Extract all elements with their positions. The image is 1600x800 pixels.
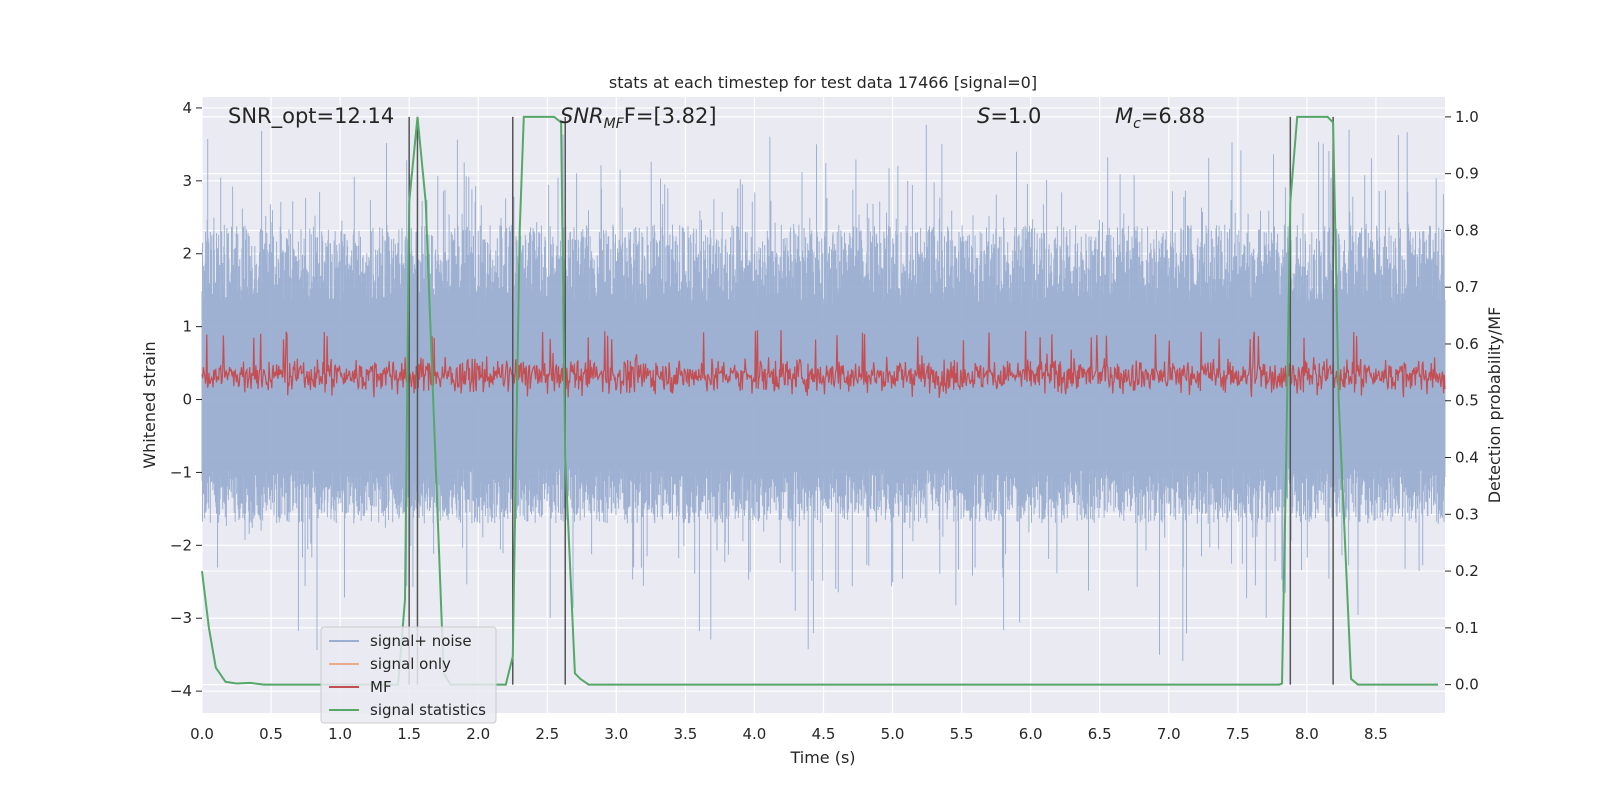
annotation-s: S=1.0 — [977, 104, 1041, 128]
snr-mf-base: SNR — [560, 104, 604, 128]
y2-axis-ticks: 1.0 0.9 0.8 0.7 0.6 0.5 0.4 0.3 0.2 0.1 0.0 — [1445, 108, 1479, 694]
y2-tick-label: 0.4 — [1455, 449, 1479, 467]
snr-mf-rest: F=[3.82] — [624, 104, 717, 128]
y-tick-label: 0 — [182, 391, 192, 409]
signal-statistics-line — [201, 115, 1439, 686]
x-tick-label: 1.5 — [397, 725, 421, 743]
x-axis-ticks: 0.0 0.5 1.0 1.5 2.0 2.5 3.0 3.5 4.0 4.5 5.0 5.5 6.0 6… — [190, 725, 1388, 743]
signal-statistics-trace — [201, 115, 1439, 686]
x-tick-label: 8.5 — [1364, 725, 1388, 743]
legend-label-signal-noise: signal+ noise — [370, 632, 472, 650]
x-tick-label: 4.5 — [812, 725, 836, 743]
annotation-snr-mf: SNRMFF=[3.82] — [560, 104, 717, 132]
chart-title: stats at each timestep for test data 174… — [609, 73, 1037, 92]
x-tick-label: 4.0 — [743, 725, 767, 743]
annotation-snr-opt: SNR_opt=12.14 — [228, 104, 394, 129]
mc-sub: c — [1133, 116, 1141, 132]
y-tick-label: 2 — [182, 245, 192, 263]
x-tick-label: 1.0 — [328, 725, 352, 743]
x-tick-label: 6.5 — [1088, 725, 1112, 743]
s-rest: =1.0 — [990, 104, 1041, 128]
legend-label-signal-statistics: signal statistics — [370, 701, 486, 719]
y2-tick-label: 0.9 — [1455, 165, 1479, 183]
y2-tick-label: 0.8 — [1455, 221, 1479, 239]
legend-label-mf: MF — [370, 678, 392, 696]
x-tick-label: 5.5 — [950, 725, 974, 743]
legend-box — [320, 626, 497, 724]
y2-tick-label: 0.0 — [1455, 676, 1479, 694]
x-tick-label: 0.0 — [190, 725, 214, 743]
x-tick-label: 7.0 — [1157, 725, 1181, 743]
y-tick-label: −1 — [170, 463, 192, 481]
y2-tick-label: 0.6 — [1455, 335, 1479, 353]
y2-tick-label: 0.5 — [1455, 392, 1479, 410]
legend: signal+ noise signal only MF signal stat… — [320, 626, 497, 724]
y-tick-label: 3 — [182, 172, 192, 190]
y-axis-label: Whitened strain — [140, 341, 159, 468]
x-tick-label: 8.0 — [1295, 725, 1319, 743]
y-axis-ticks: 4 3 2 1 0 −1 −2 −3 −4 — [170, 99, 202, 700]
y-tick-label: 4 — [182, 99, 192, 117]
x-tick-label: 0.5 — [259, 725, 283, 743]
y-tick-label: 1 — [182, 318, 192, 336]
legend-label-signal-only: signal only — [370, 655, 451, 673]
mc-rest: =6.88 — [1141, 104, 1205, 128]
x-tick-label: 7.5 — [1226, 725, 1250, 743]
x-tick-label: 2.5 — [535, 725, 559, 743]
y2-tick-label: 0.2 — [1455, 562, 1479, 580]
y-tick-label: −2 — [170, 536, 192, 554]
x-tick-label: 5.0 — [881, 725, 905, 743]
mc-base: M — [1115, 104, 1133, 128]
y-tick-label: −4 — [170, 682, 192, 700]
y2-tick-label: 0.3 — [1455, 505, 1479, 523]
y2-tick-label: 1.0 — [1455, 108, 1479, 126]
s-base: S — [977, 104, 990, 128]
x-tick-label: 3.0 — [604, 725, 628, 743]
snr-mf-sub: MF — [604, 116, 625, 132]
y-tick-label: −3 — [170, 609, 192, 627]
annotation-mc: Mc=6.88 — [1115, 104, 1205, 132]
y2-tick-label: 0.1 — [1455, 619, 1479, 637]
x-tick-label: 2.0 — [466, 725, 490, 743]
x-tick-label: 3.5 — [673, 725, 697, 743]
y2-axis-label: Detection probability/MF — [1485, 307, 1504, 504]
x-axis-label: Time (s) — [789, 748, 855, 767]
x-tick-label: 6.0 — [1019, 725, 1043, 743]
y2-tick-label: 0.7 — [1455, 278, 1479, 296]
